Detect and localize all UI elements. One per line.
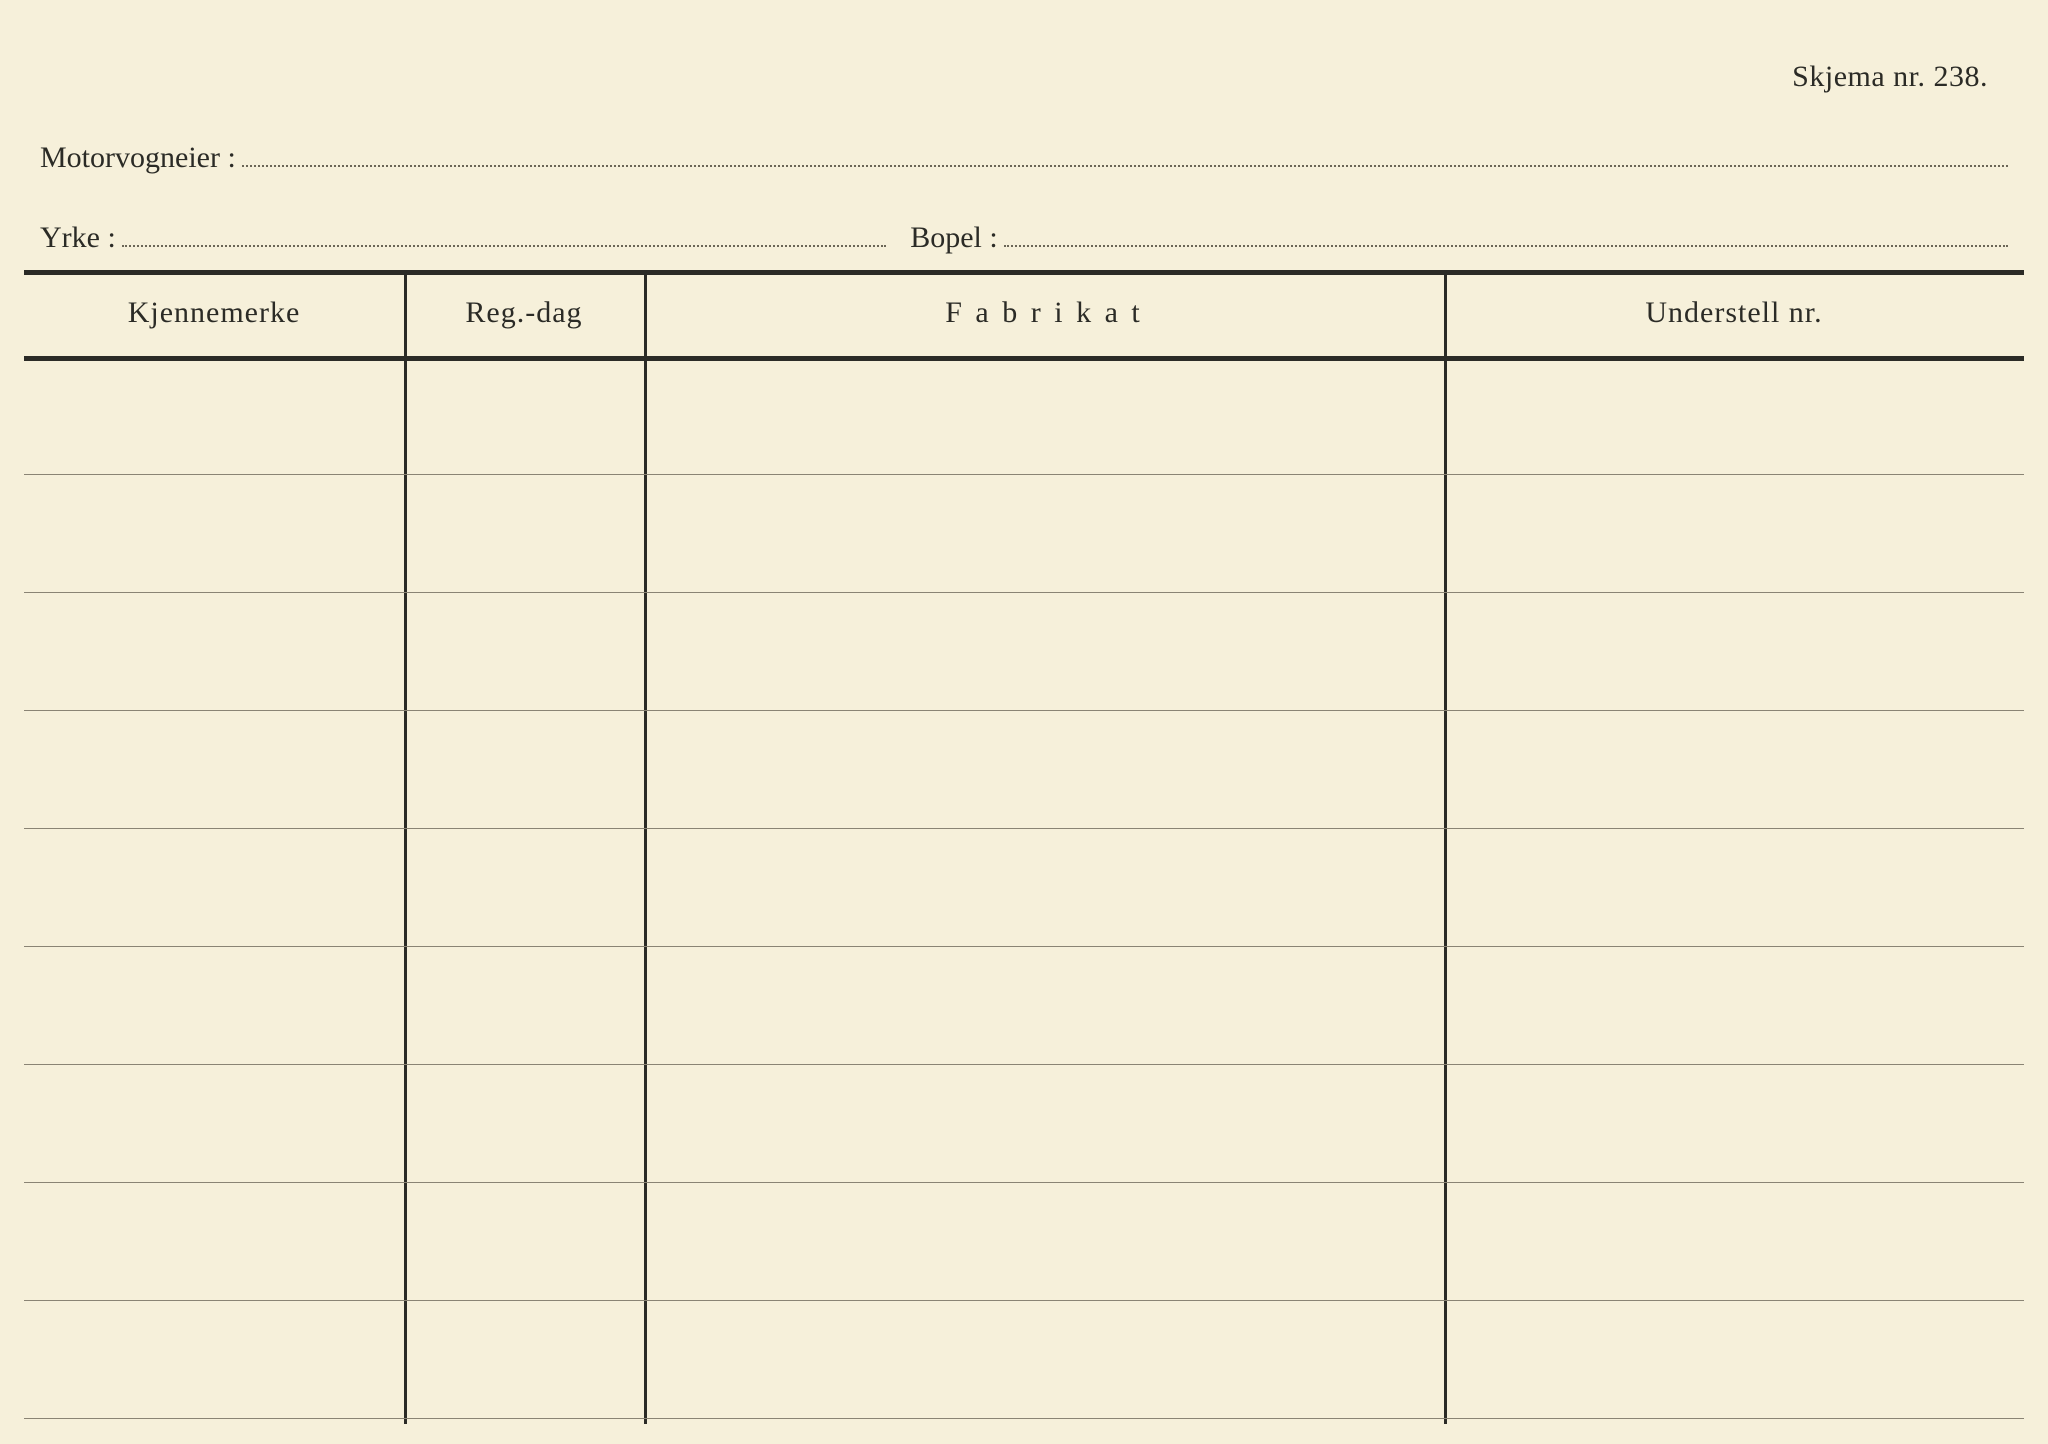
column-header-reg_dag: Reg.-dag [404,270,644,356]
vehicle-table: KjennemerkeReg.-dagF a b r i k a tUnders… [24,270,2024,1424]
cell-fabrikat-row-4[interactable] [644,828,1444,946]
cell-kjennemerke-row-8[interactable] [24,1300,404,1418]
cell-fabrikat-row-0[interactable] [644,356,1444,474]
cell-fabrikat-row-5[interactable] [644,946,1444,1064]
cell-fabrikat-row-1[interactable] [644,474,1444,592]
occupation-label: Yrke : [40,221,122,255]
cell-understell_nr-row-7[interactable] [1444,1182,2024,1300]
cell-fabrikat-row-8[interactable] [644,1300,1444,1418]
cell-reg_dag-row-3[interactable] [404,710,644,828]
cell-kjennemerke-row-3[interactable] [24,710,404,828]
cell-understell_nr-row-2[interactable] [1444,592,2024,710]
cell-understell_nr-row-8[interactable] [1444,1300,2024,1418]
column-header-understell_nr: Understell nr. [1444,270,2024,356]
cell-understell_nr-row-4[interactable] [1444,828,2024,946]
cell-fabrikat-row-6[interactable] [644,1064,1444,1182]
cell-kjennemerke-row-1[interactable] [24,474,404,592]
occupation-fill-line[interactable] [122,215,886,247]
column-header-kjennemerke: Kjennemerke [24,270,404,356]
cell-reg_dag-row-7[interactable] [404,1182,644,1300]
cell-reg_dag-row-8[interactable] [404,1300,644,1418]
form-number: Skjema nr. 238. [1792,60,1988,94]
cell-reg_dag-row-5[interactable] [404,946,644,1064]
residence-field: Bopel : [910,215,2008,255]
cell-kjennemerke-row-6[interactable] [24,1064,404,1182]
cell-fabrikat-row-3[interactable] [644,710,1444,828]
registration-card: Skjema nr. 238. Motorvogneier : Yrke : B… [0,0,2048,1444]
cell-reg_dag-row-4[interactable] [404,828,644,946]
cell-understell_nr-row-6[interactable] [1444,1064,2024,1182]
cell-understell_nr-row-5[interactable] [1444,946,2024,1064]
residence-label: Bopel : [910,221,1004,255]
residence-fill-line[interactable] [1004,215,2008,247]
owner-fill-line[interactable] [242,135,2008,167]
cell-kjennemerke-row-7[interactable] [24,1182,404,1300]
cell-understell_nr-row-3[interactable] [1444,710,2024,828]
cell-kjennemerke-row-2[interactable] [24,592,404,710]
cell-reg_dag-row-2[interactable] [404,592,644,710]
cell-reg_dag-row-6[interactable] [404,1064,644,1182]
cell-fabrikat-row-2[interactable] [644,592,1444,710]
column-header-fabrikat: F a b r i k a t [644,270,1444,356]
cell-kjennemerke-row-4[interactable] [24,828,404,946]
cell-understell_nr-row-1[interactable] [1444,474,2024,592]
cell-fabrikat-row-7[interactable] [644,1182,1444,1300]
cell-kjennemerke-row-5[interactable] [24,946,404,1064]
field-row-occupation-residence: Yrke : Bopel : [40,215,2008,255]
cell-reg_dag-row-1[interactable] [404,474,644,592]
table-row-rule-9 [24,1418,2024,1419]
occupation-field: Yrke : [40,215,886,255]
cell-kjennemerke-row-0[interactable] [24,356,404,474]
field-row-owner: Motorvogneier : [40,135,2008,175]
cell-reg_dag-row-0[interactable] [404,356,644,474]
owner-label: Motorvogneier : [40,141,242,175]
cell-understell_nr-row-0[interactable] [1444,356,2024,474]
